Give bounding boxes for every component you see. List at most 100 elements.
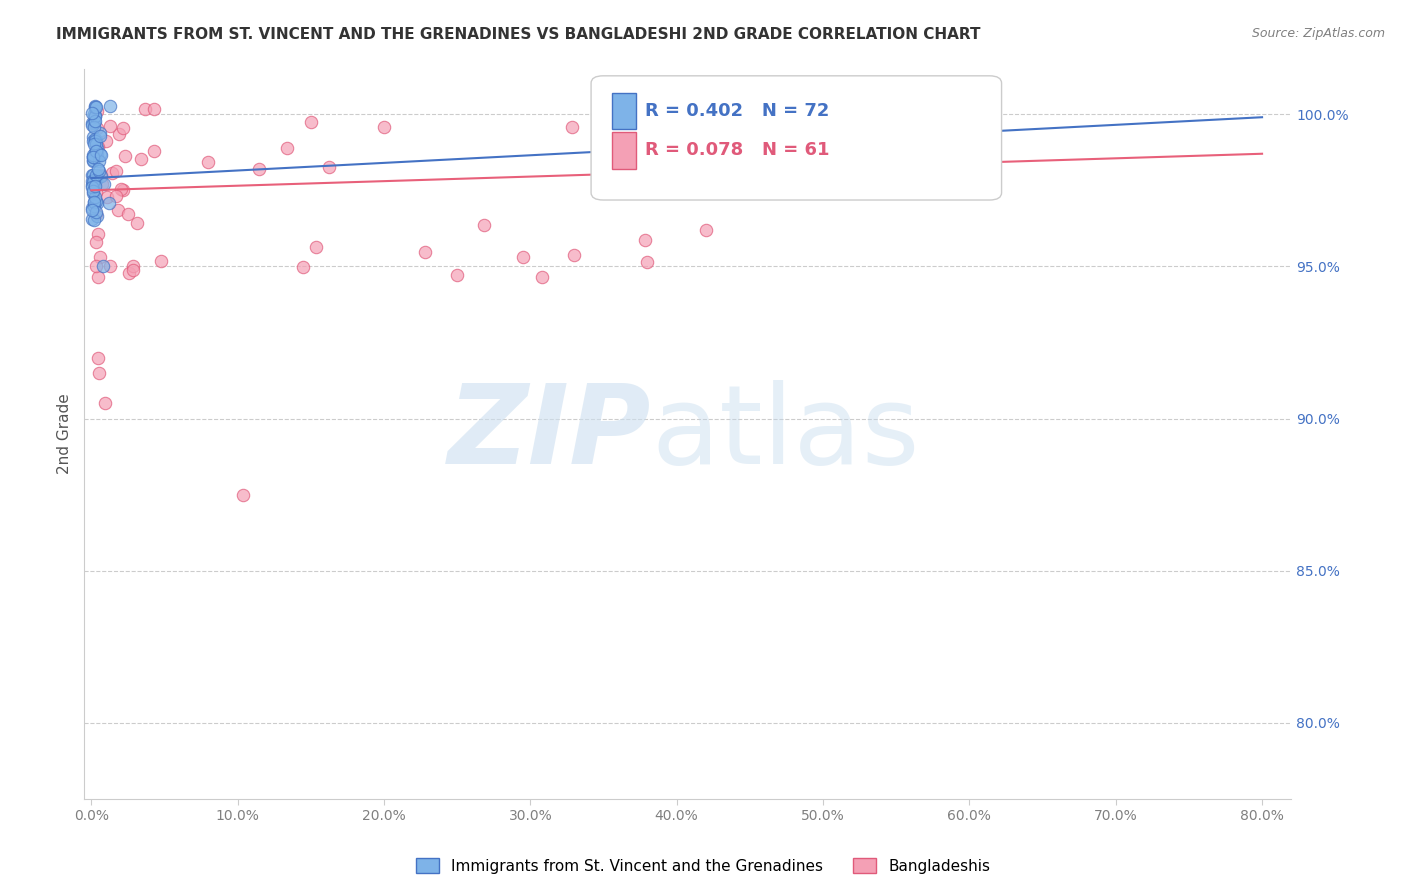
Point	[512, 250, 534, 264]
Point	[87, 140, 110, 154]
Point	[80, 116, 103, 130]
Point	[83, 115, 105, 129]
Point	[84, 172, 107, 186]
Point	[84, 134, 107, 148]
Point	[80, 202, 103, 216]
Point	[83, 116, 105, 130]
Point	[82, 211, 104, 226]
Point	[89, 164, 111, 178]
Point	[112, 120, 135, 135]
Point	[86, 133, 108, 147]
Point	[87, 270, 110, 285]
Point	[562, 248, 585, 262]
Point	[89, 250, 111, 264]
Point	[82, 174, 104, 188]
Point	[143, 144, 166, 158]
Point	[709, 98, 731, 112]
Point	[645, 100, 668, 114]
Point	[122, 262, 145, 277]
Point	[83, 195, 105, 210]
Point	[84, 113, 107, 128]
Y-axis label: 2nd Grade: 2nd Grade	[58, 393, 72, 475]
Point	[83, 145, 105, 159]
Point	[82, 150, 104, 164]
Point	[636, 254, 658, 268]
Text: R = 0.078   N = 61: R = 0.078 N = 61	[645, 141, 830, 160]
Point	[82, 148, 104, 162]
Point	[634, 233, 657, 247]
Point	[97, 196, 120, 211]
Point	[108, 127, 131, 141]
Point	[98, 119, 121, 133]
Point	[82, 168, 104, 182]
Point	[305, 240, 328, 254]
Point	[89, 129, 111, 144]
Point	[82, 153, 104, 168]
Point	[83, 106, 105, 120]
Point	[90, 169, 112, 184]
Point	[86, 169, 108, 183]
Point	[292, 260, 315, 274]
Point	[93, 177, 115, 191]
Point	[415, 245, 437, 260]
Text: ZIP: ZIP	[449, 380, 651, 487]
Point	[84, 136, 107, 151]
Point	[87, 153, 110, 168]
Point	[86, 185, 108, 199]
FancyBboxPatch shape	[612, 132, 636, 169]
Point	[107, 202, 129, 217]
Point	[86, 161, 108, 176]
Point	[86, 145, 108, 160]
Text: IMMIGRANTS FROM ST. VINCENT AND THE GRENADINES VS BANGLADESHI 2ND GRADE CORRELAT: IMMIGRANTS FROM ST. VINCENT AND THE GREN…	[56, 27, 981, 42]
Point	[82, 134, 104, 148]
Point	[82, 186, 104, 200]
Point	[86, 104, 108, 119]
Point	[86, 149, 108, 163]
Point	[373, 120, 395, 134]
Point	[150, 253, 173, 268]
Point	[90, 148, 112, 162]
Point	[129, 152, 152, 166]
Point	[84, 145, 107, 159]
FancyBboxPatch shape	[591, 76, 1001, 200]
Point	[686, 118, 709, 132]
Point	[561, 120, 583, 134]
Point	[121, 259, 143, 273]
Point	[83, 120, 105, 135]
Point	[142, 102, 165, 116]
Point	[197, 155, 219, 169]
Point	[98, 99, 121, 113]
Point	[86, 141, 108, 155]
Text: Source: ZipAtlas.com: Source: ZipAtlas.com	[1251, 27, 1385, 40]
Point	[89, 126, 111, 140]
Point	[94, 135, 117, 149]
Point	[83, 173, 105, 187]
Point	[91, 260, 114, 274]
Point	[127, 216, 149, 230]
Point	[98, 259, 121, 273]
Point	[82, 154, 104, 169]
Point	[232, 488, 254, 502]
Point	[83, 177, 105, 191]
Point	[100, 166, 122, 180]
Text: R = 0.402   N = 72: R = 0.402 N = 72	[645, 102, 830, 120]
Point	[86, 148, 108, 162]
Point	[82, 202, 104, 217]
Point	[84, 190, 107, 204]
Point	[299, 115, 322, 129]
Point	[117, 207, 139, 221]
FancyBboxPatch shape	[612, 93, 636, 129]
Point	[134, 103, 156, 117]
Point	[695, 223, 717, 237]
Point	[83, 109, 105, 123]
Point	[96, 190, 118, 204]
Point	[83, 150, 105, 164]
Point	[84, 206, 107, 220]
Point	[276, 141, 298, 155]
Point	[80, 118, 103, 132]
Point	[83, 100, 105, 114]
Point	[87, 227, 110, 241]
Point	[80, 106, 103, 120]
Point	[82, 168, 104, 182]
Point	[87, 366, 110, 380]
